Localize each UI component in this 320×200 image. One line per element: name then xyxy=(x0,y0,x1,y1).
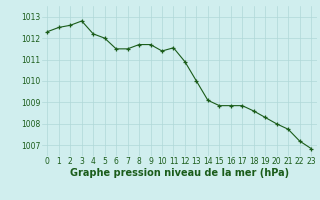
X-axis label: Graphe pression niveau de la mer (hPa): Graphe pression niveau de la mer (hPa) xyxy=(70,168,289,178)
